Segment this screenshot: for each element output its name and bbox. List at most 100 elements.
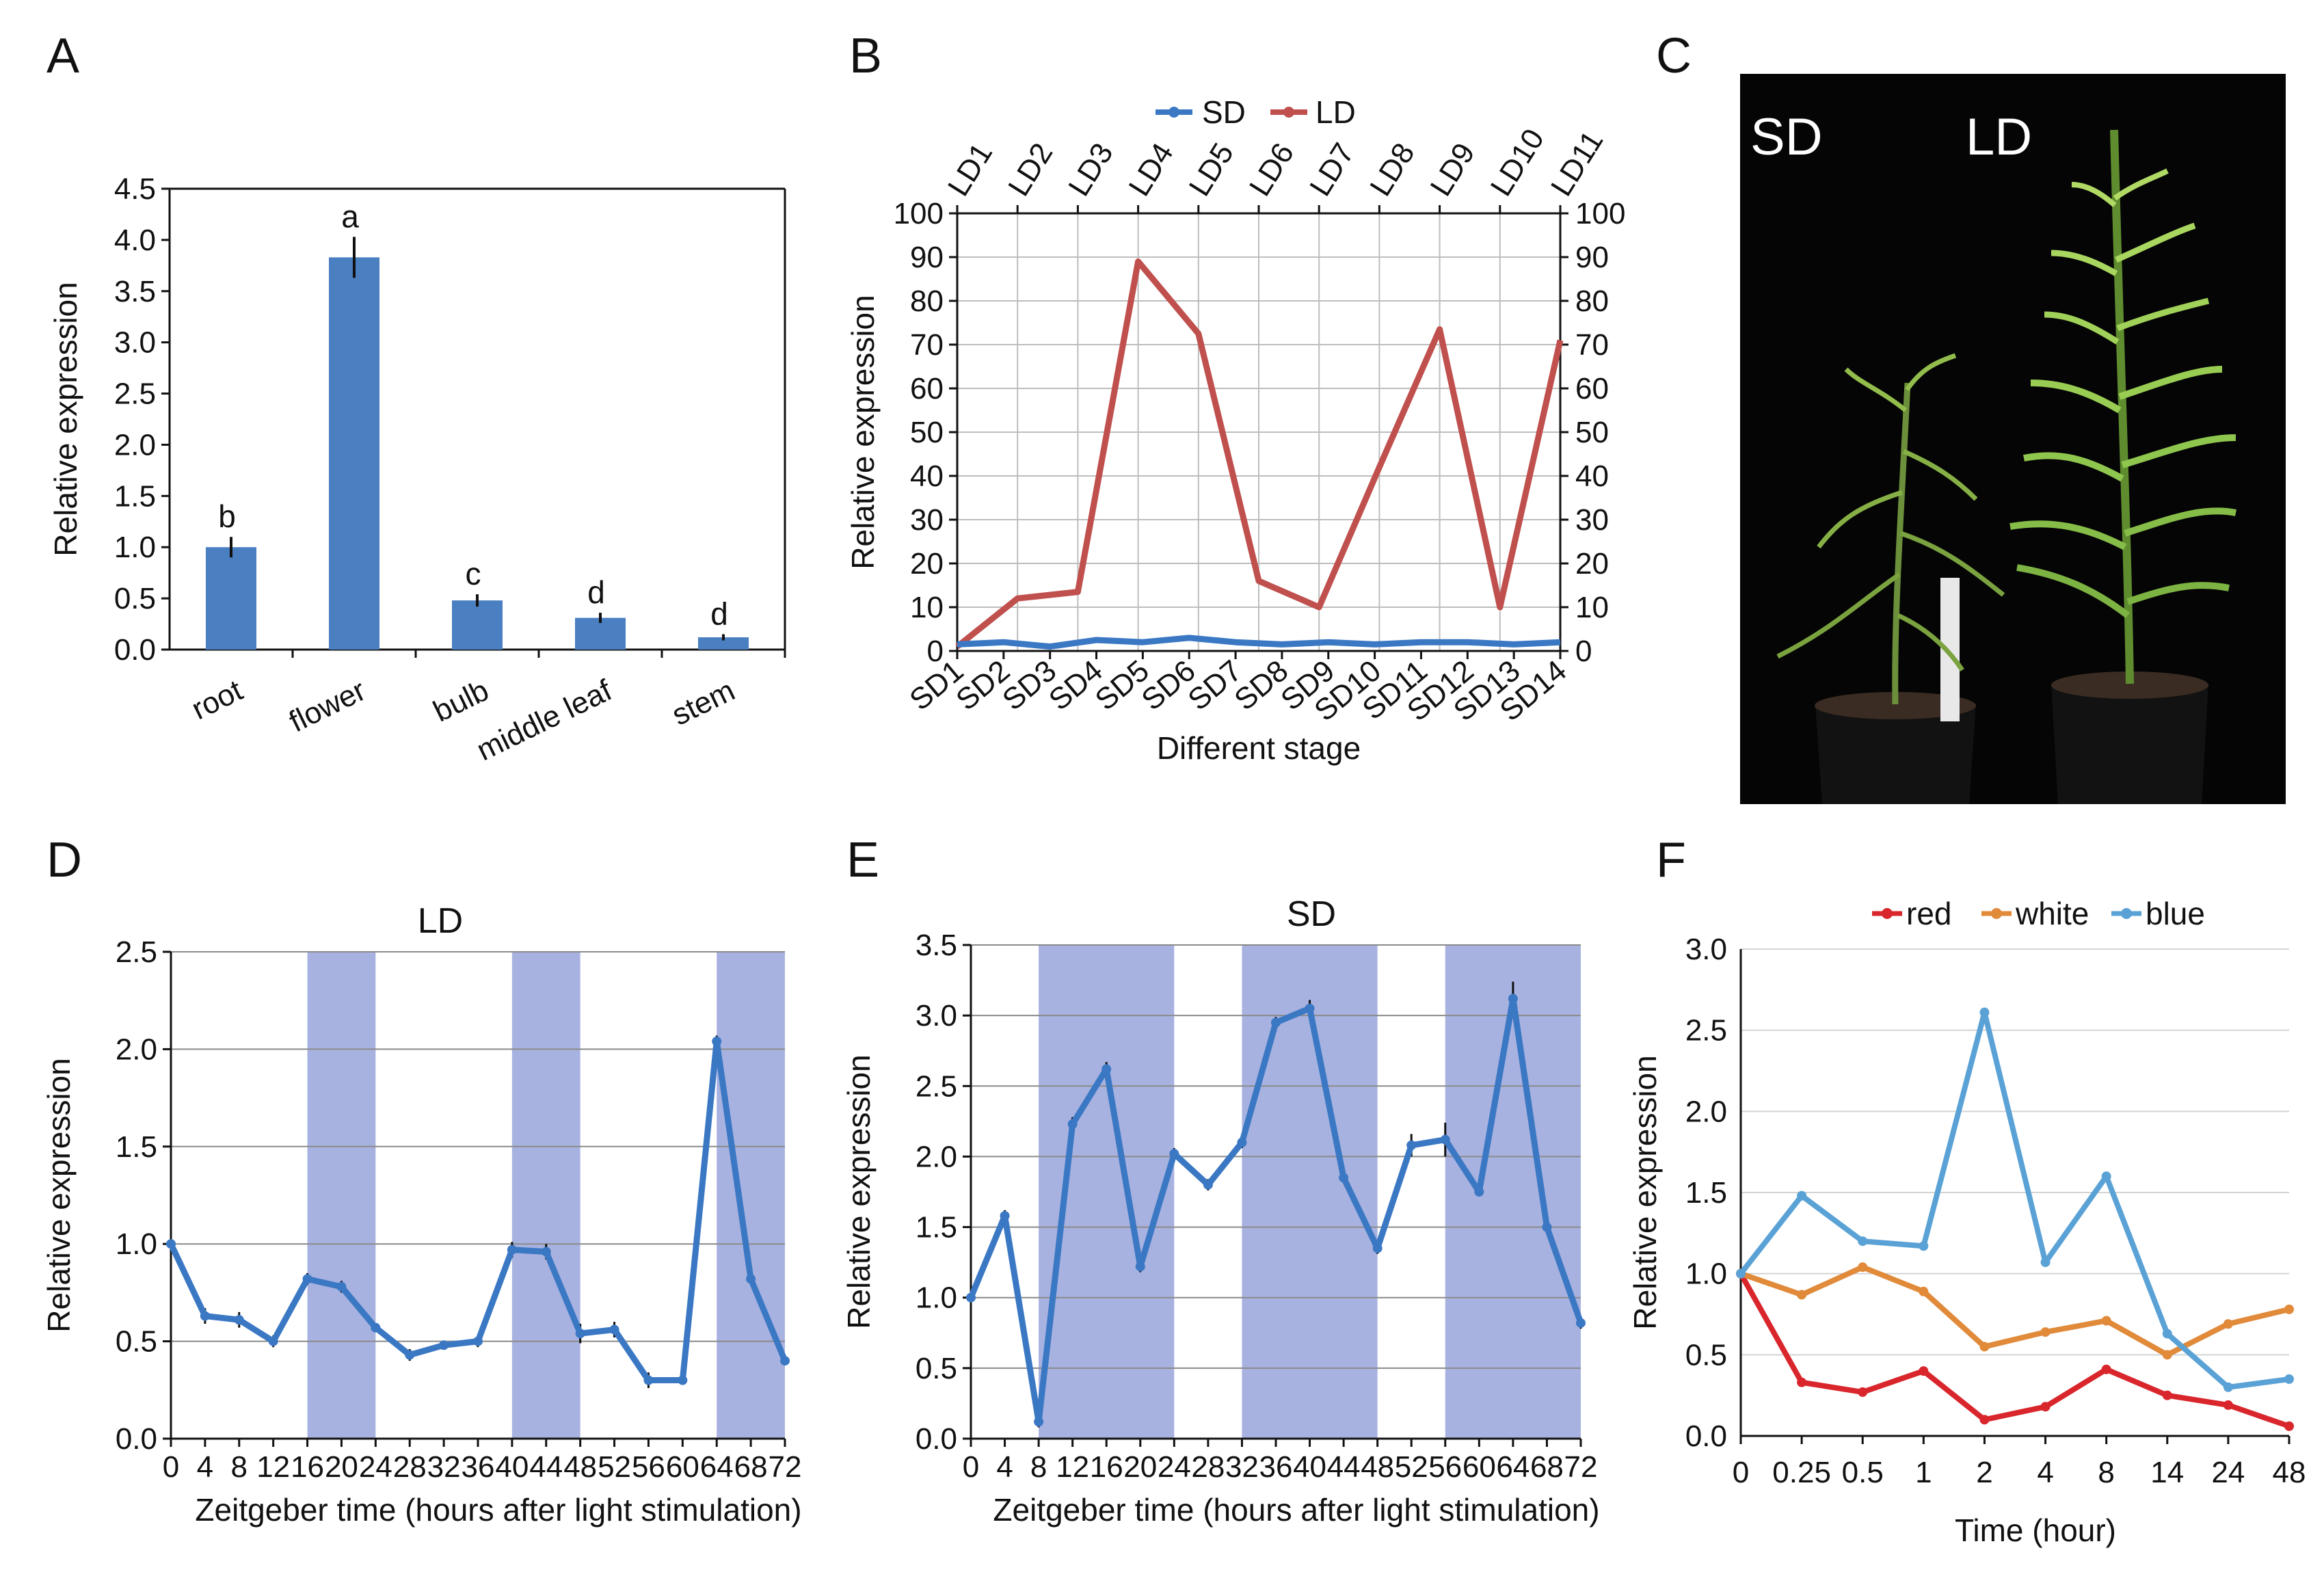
data-point [1169,1149,1179,1159]
y-tick-label: 1.0 [114,531,156,564]
bar [329,257,379,650]
data-point [678,1375,688,1385]
x-tick-label: 0 [163,1450,179,1484]
y-tick-label-left: 10 [910,591,944,624]
panel-f-line-chart: 0.00.51.01.52.02.53.00 0.25 0.5 1 2 4 8 14 24 48r… [1627,896,2306,1548]
y-tick-label-right: 50 [1575,416,1609,449]
x-axis-title: Zeitgeber time (hours after light stimul… [195,1492,801,1528]
data-point [1305,1003,1315,1013]
data-point-white [1858,1262,1868,1273]
photo-label-ld: LD [1966,108,2032,166]
panel-b-line-chart: 0 0 10 10 20 20 30 30 40 40 50 50 60 60 70 70 80 80 90 90 10… [845,94,1625,766]
x-tick-label: 56 [632,1450,665,1484]
data-point-blue [1797,1190,1807,1201]
dark-period-shade [717,952,785,1439]
panel-letter-b: B [849,29,882,83]
significance-letter: d [710,596,728,632]
panel-letter-e: E [846,833,879,888]
data-point [780,1356,790,1366]
data-point [1339,1173,1349,1183]
data-point-red [1979,1415,1990,1425]
data-point [1406,1140,1417,1150]
x-tick-label: 32 [1225,1450,1259,1484]
x-tick-label: 48 [2273,1456,2306,1489]
data-point [966,1292,976,1303]
bar [206,547,256,650]
x-tick-label: 56 [1428,1450,1462,1484]
dark-period-shade [1445,945,1581,1439]
y-tick-label: 2.5 [1685,1014,1727,1048]
x-tick-label: 36 [462,1450,495,1484]
x-tick-label: 64 [1496,1450,1530,1484]
dark-period-shade [1039,945,1175,1439]
panel-e-line-chart: 0.00.51.01.52.02.53.03.50 4 8 12 16 20 24 28 32 3… [841,894,1600,1528]
data-point-white [1979,1342,1990,1352]
x-tick-label: 60 [666,1450,699,1484]
x-tick-label: 20 [1123,1450,1157,1484]
top-x-tick-label: LD11 [1545,125,1610,202]
data-point [1135,1262,1145,1272]
dark-period-shade [511,952,580,1439]
data-point-red [2162,1390,2172,1400]
panel-d-line-chart: 0.00.51.01.52.02.50 4 8 12 16 20 24 28 32 36 40 44 4… [41,901,802,1528]
data-point-blue [2040,1257,2051,1268]
x-tick-label: 72 [1564,1450,1598,1484]
y-tick-label: 2.0 [116,1033,157,1066]
y-axis-title: Relative expression [48,282,83,556]
y-tick-label-right: 30 [1575,503,1609,537]
data-point-white [1919,1286,1929,1296]
x-tick-label: middle leaf [472,674,617,768]
data-point [302,1274,312,1284]
data-point [1101,1064,1112,1074]
top-x-tick-label: LD4 [1123,137,1180,202]
y-tick-label: 3.5 [114,275,156,308]
x-axis-title: Different stage [1157,730,1361,766]
data-point-blue [2284,1374,2294,1384]
data-point-blue [1736,1268,1746,1279]
x-tick-label: 36 [1259,1450,1293,1484]
y-tick-label: 4.0 [114,224,156,257]
x-tick-label: 12 [256,1450,290,1484]
y-tick-label-right: 60 [1575,372,1609,405]
x-tick-label: 48 [563,1450,597,1484]
data-point-red [2223,1400,2233,1410]
y-tick-label-left: 90 [910,241,944,274]
y-tick-label-right: 70 [1575,328,1609,362]
y-tick-label: 1.5 [1685,1176,1727,1210]
series-line-ld [955,258,1564,650]
y-tick-label-left: 0 [927,635,944,668]
x-tick-label: flower [284,674,371,738]
x-tick-label: 4 [197,1450,213,1484]
panel-letter-a: A [46,29,79,83]
y-tick-label-left: 70 [910,328,944,362]
bar [452,600,503,650]
top-x-tick-label: LD7 [1303,137,1361,202]
series-line [168,1038,788,1384]
y-tick-label: 0.0 [916,1422,957,1456]
y-tick-label: 3.0 [916,999,957,1033]
x-tick-label: 8 [2098,1456,2114,1489]
top-x-tick-label: LD5 [1183,137,1240,202]
panel-letter-c: C [1656,29,1692,83]
x-tick-label: 52 [598,1450,631,1484]
y-axis-title: Relative expression [845,295,881,569]
x-tick-label: stem [667,674,740,732]
y-tick-label: 2.0 [1685,1095,1727,1128]
data-point [166,1239,176,1249]
x-tick-label: 68 [734,1450,768,1484]
dark-period-shade [307,952,376,1439]
data-point-blue [1979,1007,1990,1017]
y-tick-label: 2.5 [114,377,156,411]
x-tick-label: 24 [1158,1450,1191,1484]
x-tick-label: bulb [428,674,494,729]
y-axis-title: Relative expression [1627,1055,1663,1329]
significance-letter: a [341,198,359,234]
y-tick-label: 3.5 [916,929,957,962]
y-tick-label: 1.0 [116,1227,157,1261]
legend-label-blue: blue [2146,896,2205,931]
y-tick-label: 2.5 [916,1069,957,1103]
data-point-blue [2223,1382,2233,1392]
x-tick-label: 0 [963,1450,979,1484]
y-tick-label-left: 80 [910,284,944,318]
legend-label-sd: SD [1202,94,1246,130]
